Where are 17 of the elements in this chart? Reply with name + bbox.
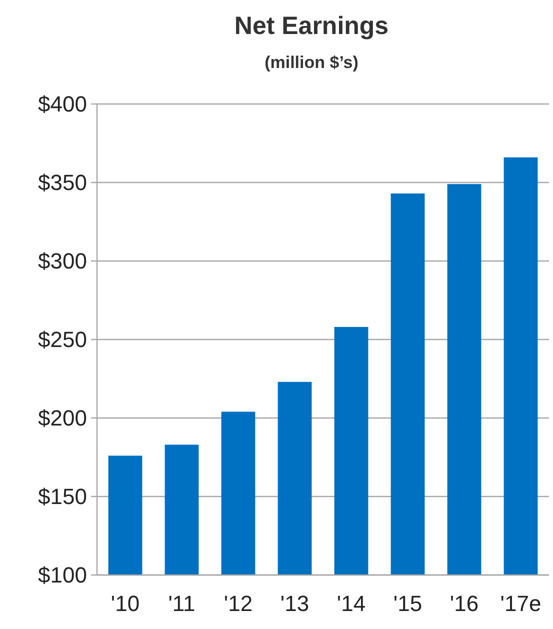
chart-title: Net Earnings [234,12,389,40]
x-tick-label: '10 [110,591,140,616]
chart-subtitle: (million $’s) [264,53,358,72]
y-tick-label: $300 [38,248,87,274]
y-tick-label: $400 [38,92,87,117]
y-tick-label: $250 [38,327,87,352]
y-tick-label: $200 [38,406,87,431]
x-tick-label: '12 [224,591,253,616]
y-tick-label: $100 [38,562,87,588]
y-tick-label: $350 [38,170,87,196]
x-tick-label: '15 [393,591,422,616]
x-tick-label: '13 [280,591,310,616]
x-tick-label: '17e [500,591,542,616]
x-tick-label: '16 [450,591,479,616]
x-tick-label: '14 [336,591,366,616]
x-tick-label: '11 [168,591,196,616]
y-tick-label: $150 [38,484,87,510]
